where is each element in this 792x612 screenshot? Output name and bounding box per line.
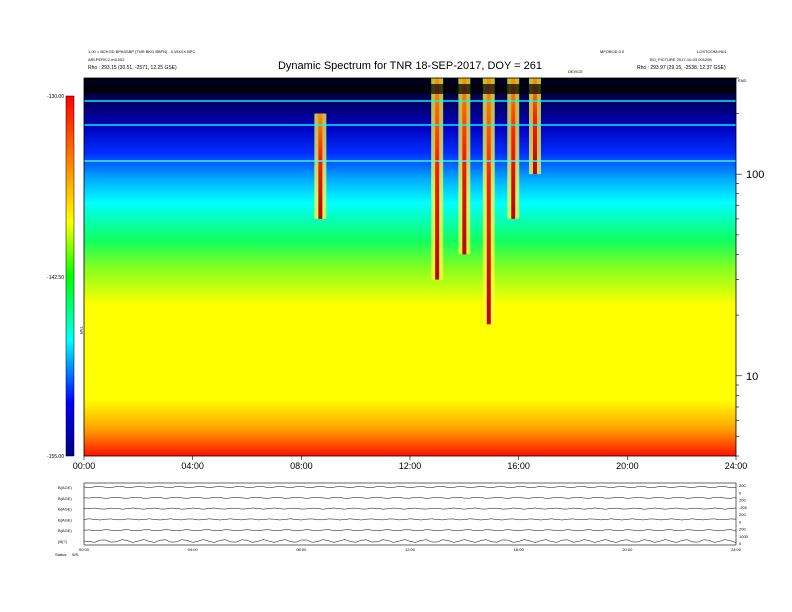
header-right-line2: LOSTOOM=N01 — [697, 49, 727, 54]
time-tick-label: 16:00 — [507, 461, 530, 471]
burst-core — [511, 78, 516, 219]
header-left-line1: 1.00 = BCKGD BPASSBP (TNR BKG BBFN) - 0.… — [88, 49, 195, 54]
aux-trace — [83, 507, 737, 510]
chart-title: Dynamic Spectrum for TNR 18-SEP-2017, DO… — [278, 60, 542, 72]
header-right-line1: MFOBOD.0.0 — [600, 49, 625, 54]
spectrogram-background — [84, 78, 736, 456]
aux-left-label: (B(?) — [58, 539, 68, 544]
aux-right-label: 0 — [739, 519, 742, 524]
aux-time-tick-label: 20:00 — [622, 547, 633, 552]
spectrogram-stripe — [84, 160, 736, 162]
aux-right-label: 200 — [739, 483, 746, 488]
colorbar — [65, 95, 75, 457]
spectrogram-bursts — [314, 78, 541, 325]
aux-trace — [83, 529, 737, 532]
spectrogram-plot — [83, 77, 737, 457]
aux-time-tick-label: 08:00 — [296, 547, 307, 552]
burst-core — [318, 113, 323, 219]
frequency-tick-label: 100 — [746, 169, 764, 181]
colorbar-label-bottom: -155.00 — [47, 454, 64, 460]
header-right-line4: Rho : 293.97 (29.15, -2538, 12.37 GSE) — [637, 65, 726, 71]
time-tick-label: 04:00 — [181, 461, 204, 471]
colorbar-label-top: -130.00 — [47, 94, 64, 100]
burst-core — [435, 78, 440, 280]
aux-footer-left2: WS — [72, 552, 79, 557]
aux-footer-left: Status — [55, 552, 66, 557]
aux-traces — [83, 486, 737, 543]
burst-core — [532, 78, 537, 175]
aux-panels: B(AGE) B(AGE) B(AGE) B(AGE) B(AGE) (B(?) 200 0… — [55, 482, 749, 557]
header-right-mark: END — [738, 78, 747, 83]
aux-trace — [83, 539, 737, 543]
header-left-line3: Rho : 293.15 (30.51, -2571, 12.25 GSE) — [88, 65, 177, 71]
aux-right-label: 200 — [739, 512, 746, 517]
aux-left-labels: B(AGE) B(AGE) B(AGE) B(AGE) B(AGE) (B(?) — [58, 485, 72, 544]
aux-time-tick-label: 04:00 — [188, 547, 199, 552]
header-center-mark: DEVICE — [568, 69, 583, 74]
time-tick-label: 08:00 — [290, 461, 313, 471]
time-axis: 00:00 04:00 08:00 12:00 16:00 20:00 24:00 — [73, 456, 748, 471]
aux-time-tick-label: 00:00 — [79, 547, 90, 552]
aux-time-tick-label: 12:00 — [405, 547, 416, 552]
header-right-line3: BO_PICTURE 2017-10-03 001208 — [650, 57, 712, 62]
aux-right-label: 0 — [739, 490, 742, 495]
burst-core — [486, 78, 491, 325]
aux-trace — [83, 518, 737, 521]
spectrogram-stripe — [84, 124, 736, 126]
aux-time-ticks: 00:00 04:00 08:00 12:00 16:00 20:00 24:00 — [79, 547, 742, 552]
frequency-tick-label: 10 — [746, 371, 758, 383]
time-tick-label: 20:00 — [616, 461, 639, 471]
spectrogram-stripes — [84, 84, 736, 162]
burst-core — [462, 78, 467, 255]
aux-left-label: B(AGE) — [58, 528, 72, 533]
aux-time-tick-label: 16:00 — [514, 547, 525, 552]
time-tick-label: 00:00 — [73, 461, 96, 471]
time-tick-label: 24:00 — [725, 461, 748, 471]
aux-left-label: B(AGE) — [58, 485, 72, 490]
aux-right-label: -200 — [739, 505, 748, 510]
aux-left-label: B(AGE) — [58, 517, 72, 522]
header-left-line2: ARLPERS.2.m5.002 — [88, 57, 125, 62]
aux-panel-frame — [83, 482, 737, 546]
aux-right-label: 1000 — [739, 534, 749, 539]
colorbar-label-mid: -142.50 — [47, 275, 64, 281]
spectrogram-stripe — [84, 84, 736, 94]
spectrogram-stripe — [84, 100, 736, 102]
aux-trace — [83, 486, 737, 488]
time-tick-label: 12:00 — [399, 461, 422, 471]
aux-right-label: 200 — [739, 498, 746, 503]
frequency-axis: 100 10 — [736, 77, 764, 457]
aux-right-label: 200 — [739, 527, 746, 532]
aux-trace — [83, 496, 737, 499]
aux-left-label: B(AGE) — [58, 507, 72, 512]
colorbar-side-label: TNR — [79, 326, 84, 334]
aux-right-label: 0 — [739, 541, 742, 546]
aux-right-labels: 200 0 200 -200 200 0 200 1000 0 — [739, 483, 749, 546]
aux-left-label: B(AGE) — [58, 496, 72, 501]
aux-time-tick-label: 24:00 — [731, 547, 742, 552]
